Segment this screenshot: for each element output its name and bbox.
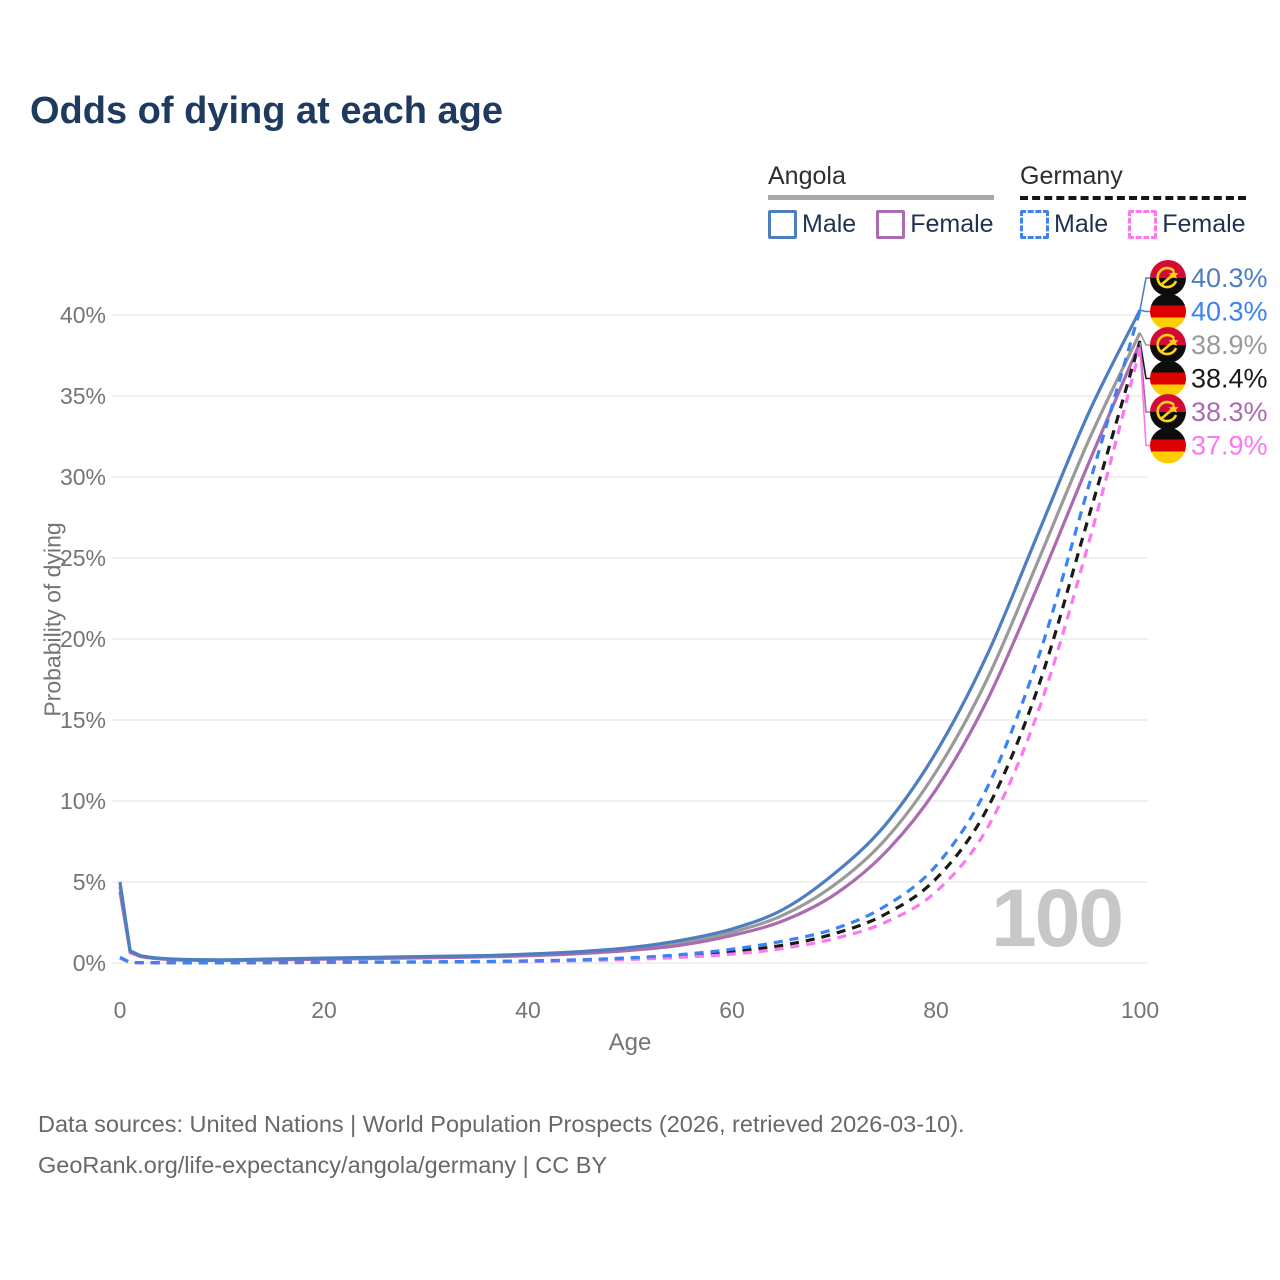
x-tick-label: 20	[311, 997, 337, 1023]
germany-flag-icon	[1150, 360, 1186, 397]
legend-group-germany: Germany Male Female	[1020, 162, 1246, 239]
legend-item-germany-female[interactable]: Female	[1128, 210, 1246, 239]
x-axis-title: Age	[609, 1029, 652, 1056]
angola-emblem-gear	[1156, 266, 1178, 289]
series-line-germany-male[interactable]	[119, 309, 1142, 965]
germany-flag-red-stripe	[1150, 305, 1186, 318]
leader-line	[1139, 342, 1150, 413]
germany-flag-black-stripe	[1150, 427, 1186, 440]
angola-flag-icon	[1150, 260, 1186, 296]
angola-emblem-star	[1168, 337, 1179, 346]
angola-underline	[768, 195, 994, 200]
germany-flag-gold-stripe	[1150, 451, 1186, 464]
angola-male-swatch-icon	[768, 210, 797, 239]
legend-items-germany: Male Female	[1020, 210, 1246, 239]
germany-flag-red-stripe	[1150, 439, 1186, 452]
footer-url-line: GeoRank.org/life-expectancy/angola/germa…	[38, 1152, 608, 1178]
x-tick-label: 80	[923, 997, 949, 1023]
y-tick-label: 40%	[60, 302, 106, 328]
germany-underline	[1020, 196, 1246, 200]
y-axis-title: Probability of dying	[39, 522, 66, 717]
angola-emblem-star	[1168, 404, 1179, 413]
age-watermark: 100	[991, 873, 1124, 964]
leader-line	[1139, 309, 1150, 313]
x-tick-label: 60	[719, 997, 745, 1023]
germany-female-swatch-icon	[1128, 210, 1158, 239]
angola-flag-icon	[1150, 327, 1186, 363]
legend-country-label: Angola	[768, 162, 846, 190]
series-line-angola-male[interactable]	[118, 309, 1142, 962]
footer-sources-line: Data sources: United Nations | World Pop…	[38, 1111, 965, 1137]
legend-country-label: Germany	[1020, 162, 1123, 190]
x-tick-label: 100	[1121, 997, 1159, 1023]
end-value-label: 38.4%	[1191, 364, 1268, 394]
chart-title: Odds of dying at each age	[30, 90, 503, 132]
legend-group-angola: Angola Male Female	[768, 162, 994, 239]
end-value-label: 40.3%	[1191, 297, 1268, 327]
leader-line	[1139, 332, 1150, 346]
angola-emblem-gear	[1156, 400, 1178, 423]
y-tick-label: 5%	[73, 869, 106, 895]
angola-female-swatch-icon	[876, 210, 906, 239]
y-tick-label: 25%	[60, 545, 106, 571]
leader-line	[1139, 340, 1150, 380]
y-tick-label: 30%	[60, 464, 106, 490]
germany-flag-black-stripe	[1150, 360, 1186, 373]
series-line-angola-both[interactable]	[118, 332, 1142, 962]
germany-male-swatch-icon	[1020, 210, 1049, 239]
end-value-label: 38.9%	[1191, 330, 1268, 360]
leader-line	[1139, 277, 1150, 311]
end-value-label: 40.3%	[1191, 263, 1268, 293]
footer: Data sources: United Nations | World Pop…	[38, 1104, 965, 1186]
angola-emblem-gear	[1156, 333, 1178, 356]
end-value-label: 37.9%	[1191, 431, 1268, 461]
angola-flag-icon	[1150, 394, 1186, 430]
x-tick-label: 0	[114, 997, 127, 1023]
germany-flag-red-stripe	[1150, 372, 1186, 385]
y-tick-label: 15%	[60, 707, 106, 733]
y-tick-label: 10%	[60, 788, 106, 814]
legend-items-angola: Male Female	[768, 210, 994, 239]
germany-flag-black-stripe	[1150, 293, 1186, 306]
legend-country-germany[interactable]: Germany	[1020, 162, 1246, 200]
x-tick-label: 40	[515, 997, 541, 1023]
y-tick-label: 35%	[60, 383, 106, 409]
end-value-label: 38.3%	[1191, 397, 1268, 427]
legend-item-germany-male[interactable]: Male	[1020, 210, 1108, 239]
germany-flag-gold-stripe	[1150, 317, 1186, 330]
leader-line	[1139, 348, 1150, 447]
y-tick-label: 20%	[60, 626, 106, 652]
angola-emblem-star	[1168, 270, 1179, 279]
y-tick-label: 0%	[73, 950, 106, 976]
germany-flag-gold-stripe	[1150, 384, 1186, 397]
legend-item-label: Female	[1162, 210, 1246, 238]
legend-item-angola-male[interactable]: Male	[768, 210, 856, 239]
legend-item-angola-female[interactable]: Female	[876, 210, 994, 239]
legend-item-label: Female	[910, 210, 994, 238]
legend-item-label: Male	[1054, 210, 1109, 238]
germany-flag-icon	[1150, 293, 1186, 330]
legend-item-label: Male	[802, 210, 857, 238]
legend-country-angola[interactable]: Angola	[768, 162, 994, 200]
germany-flag-icon	[1150, 427, 1186, 464]
